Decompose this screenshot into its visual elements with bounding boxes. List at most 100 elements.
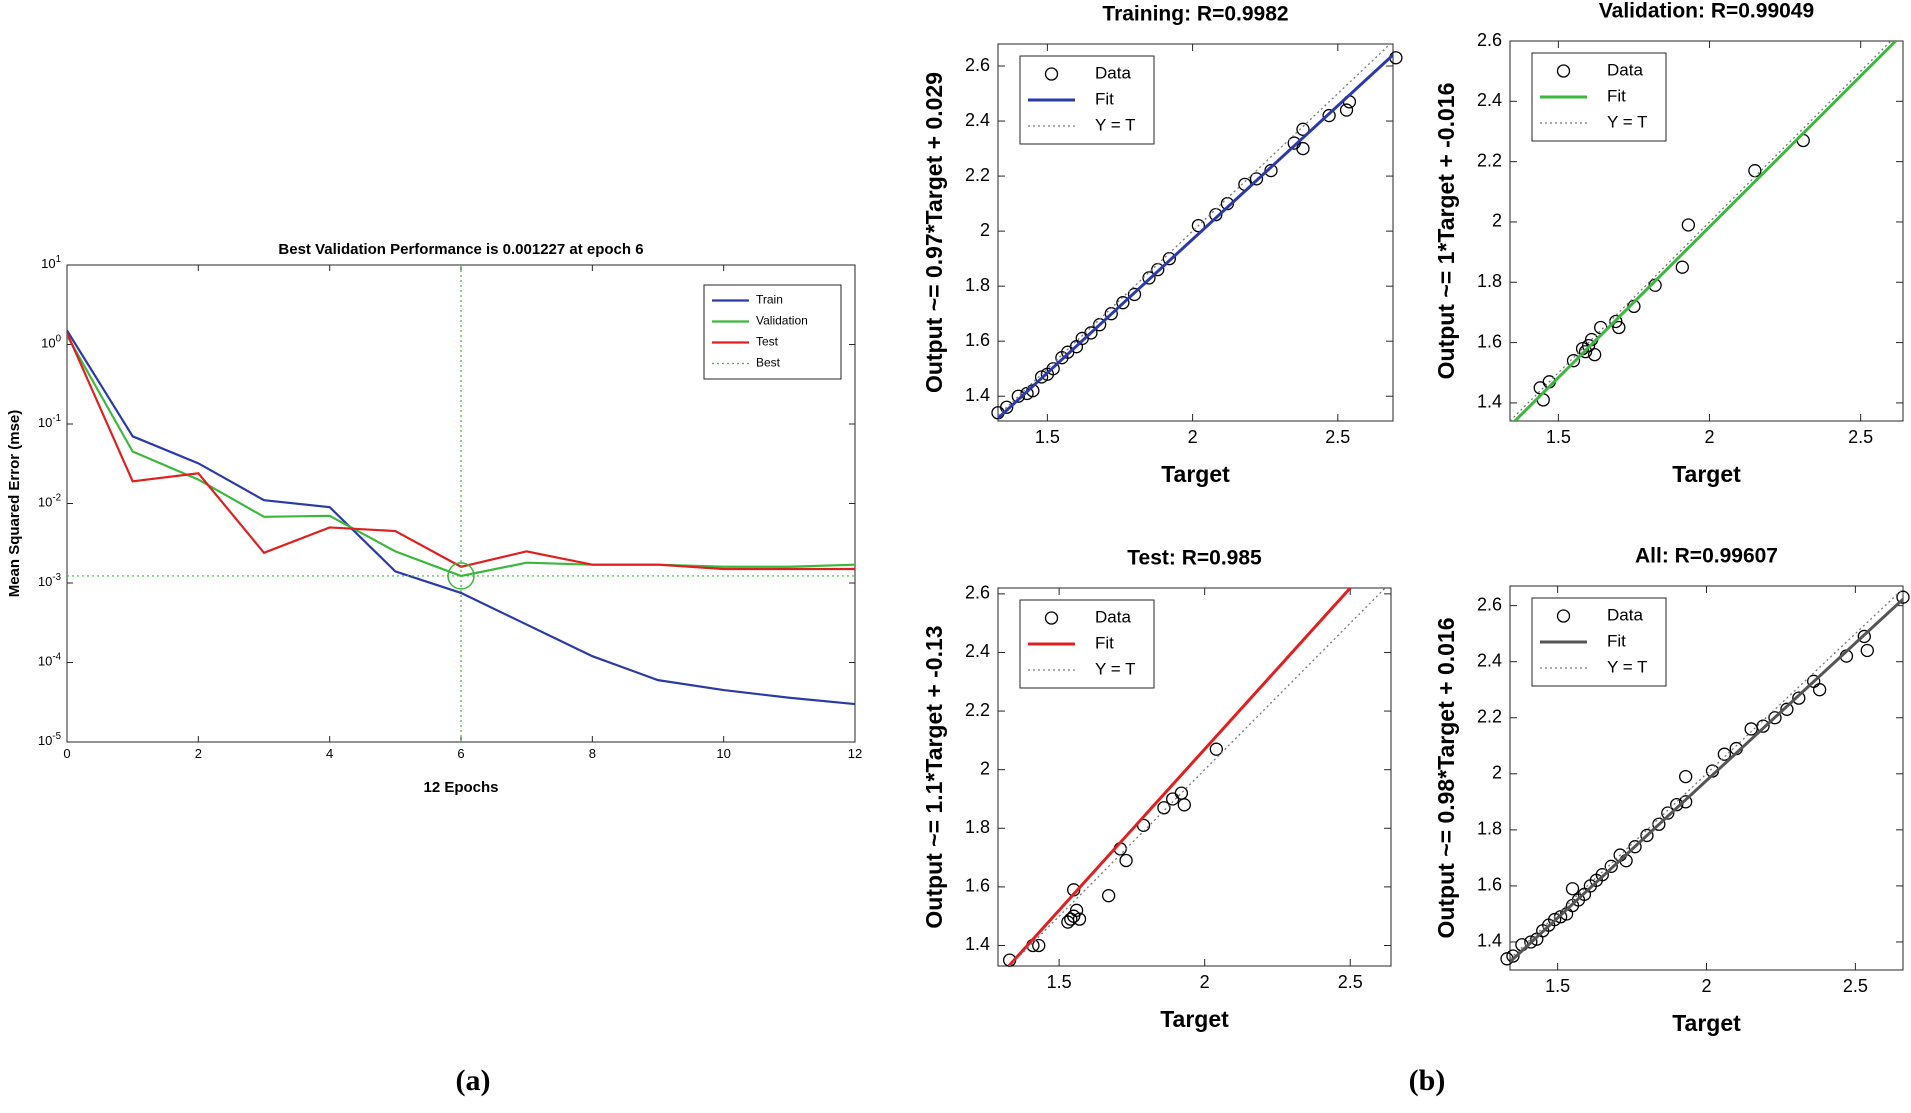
data-point <box>1896 590 1910 604</box>
y-tick-base: 10 <box>38 654 52 669</box>
legend-marker <box>1044 67 1059 81</box>
series-line <box>998 53 1393 420</box>
data-point <box>1157 801 1171 815</box>
series-line <box>1007 588 1352 966</box>
data-point <box>1296 122 1310 136</box>
y-tick-label: 2.4 <box>1477 650 1502 670</box>
data-point <box>1034 370 1049 384</box>
y-tick-exponent: -4 <box>52 651 61 662</box>
x-tick-label: 10 <box>716 746 730 761</box>
x-tick-label: 1.5 <box>1546 427 1571 447</box>
y-tick-exponent: 0 <box>56 333 62 344</box>
y-tick-label: 1.6 <box>1477 875 1502 895</box>
y-tick-exponent: -3 <box>52 572 61 583</box>
data-point <box>1127 287 1142 302</box>
legend-label: Y = T <box>1095 659 1135 678</box>
x-axis-label: Target <box>1160 1006 1229 1032</box>
y-tick-label: 2.2 <box>965 165 990 185</box>
series-line <box>1009 588 1386 966</box>
y-tick-label: 10-4 <box>38 651 62 669</box>
x-axis-label: Target <box>1161 461 1230 487</box>
y-tick-exponent: -2 <box>52 492 61 503</box>
y-tick-base: 10 <box>41 336 55 351</box>
y-tick-label: 2.6 <box>965 55 990 75</box>
data-point <box>1812 683 1827 697</box>
data-point <box>1069 903 1084 917</box>
legend-label: Y = T <box>1607 112 1647 131</box>
chart-title: Best Validation Performance is 0.001227 … <box>278 241 643 258</box>
data-point <box>1717 747 1732 761</box>
legend-marker <box>1556 609 1571 623</box>
data-point <box>1860 643 1874 658</box>
data-point <box>1679 769 1693 784</box>
data-point <box>1011 389 1025 403</box>
y-tick-label: 2.6 <box>1477 594 1502 614</box>
y-axis-label: Output ~= 1*Target + -0.016 <box>1433 83 1459 380</box>
data-point <box>1339 103 1354 117</box>
y-tick-label: 1.4 <box>1477 931 1502 951</box>
legend-label: Data <box>1095 607 1131 626</box>
data-point <box>1101 889 1116 903</box>
y-tick-label: 2.6 <box>965 583 990 603</box>
chart-title: Training: R=0.9982 <box>1102 3 1288 26</box>
data-point <box>1587 348 1602 362</box>
y-tick-label: 10-5 <box>38 731 62 749</box>
x-tick-label: 1.5 <box>1545 976 1570 996</box>
series-line <box>67 329 855 706</box>
x-tick-label: 2 <box>1701 976 1711 996</box>
x-tick-label: 4 <box>326 746 333 761</box>
y-tick-label: 1.6 <box>965 330 990 350</box>
best-marker <box>447 562 475 590</box>
y-tick-label: 2.2 <box>1477 706 1502 726</box>
x-tick-label: 0 <box>63 746 70 761</box>
panel-label: (a) <box>456 1064 491 1097</box>
y-tick-base: 10 <box>38 574 52 589</box>
x-axis-label: Target <box>1672 1010 1741 1036</box>
chart-title: Test: R=0.985 <box>1127 547 1262 570</box>
data-point <box>1780 702 1794 716</box>
data-point <box>1072 912 1087 926</box>
data-point <box>1679 795 1693 809</box>
legend-label: Y = T <box>1095 115 1135 134</box>
data-point <box>1792 691 1806 705</box>
data-point <box>1566 354 1581 368</box>
data-point <box>1322 108 1336 123</box>
data-point <box>1581 338 1596 353</box>
data-point <box>1756 719 1770 733</box>
y-tick-label: 1.8 <box>965 275 990 295</box>
legend-label: Fit <box>1095 633 1114 652</box>
y-tick-label: 1.8 <box>1477 819 1502 839</box>
y-tick-label: 101 <box>41 254 61 272</box>
y-tick-base: 10 <box>38 415 52 430</box>
data-point <box>1506 949 1520 963</box>
legend-label: Test <box>756 335 779 349</box>
y-tick-label: 1.6 <box>965 876 990 896</box>
data-point <box>1249 172 1264 186</box>
data-point <box>1209 742 1223 756</box>
y-tick-label: 2 <box>980 220 990 240</box>
data-point <box>1604 859 1618 873</box>
x-axis-label: 12 Epochs <box>423 779 498 796</box>
y-tick-base: 10 <box>41 256 55 271</box>
y-tick-label: 1.4 <box>965 934 990 954</box>
y-tick-label: 2.2 <box>965 700 990 720</box>
y-tick-label: 10-1 <box>38 413 61 431</box>
legend-label: Train <box>756 293 783 307</box>
series-line <box>1510 598 1903 963</box>
data-point <box>1296 141 1310 156</box>
data-point <box>1084 326 1098 340</box>
chart-title: Validation: R=0.99049 <box>1599 0 1814 23</box>
legend-label: Best <box>756 356 781 370</box>
y-tick-label: 10-3 <box>38 572 61 590</box>
x-tick-label: 2.5 <box>1325 427 1350 447</box>
legend-marker <box>1044 611 1059 625</box>
legend-label: Validation <box>756 314 808 328</box>
y-axis-label: Mean Squared Error (mse) <box>6 410 23 598</box>
legend-label: Data <box>1095 63 1131 82</box>
data-point <box>1675 260 1689 274</box>
panel-label: (b) <box>1409 1064 1446 1097</box>
y-tick-label: 2.4 <box>965 641 990 661</box>
legend-label: Fit <box>1607 631 1626 650</box>
x-axis-label: Target <box>1672 461 1741 487</box>
data-point <box>1000 400 1014 414</box>
